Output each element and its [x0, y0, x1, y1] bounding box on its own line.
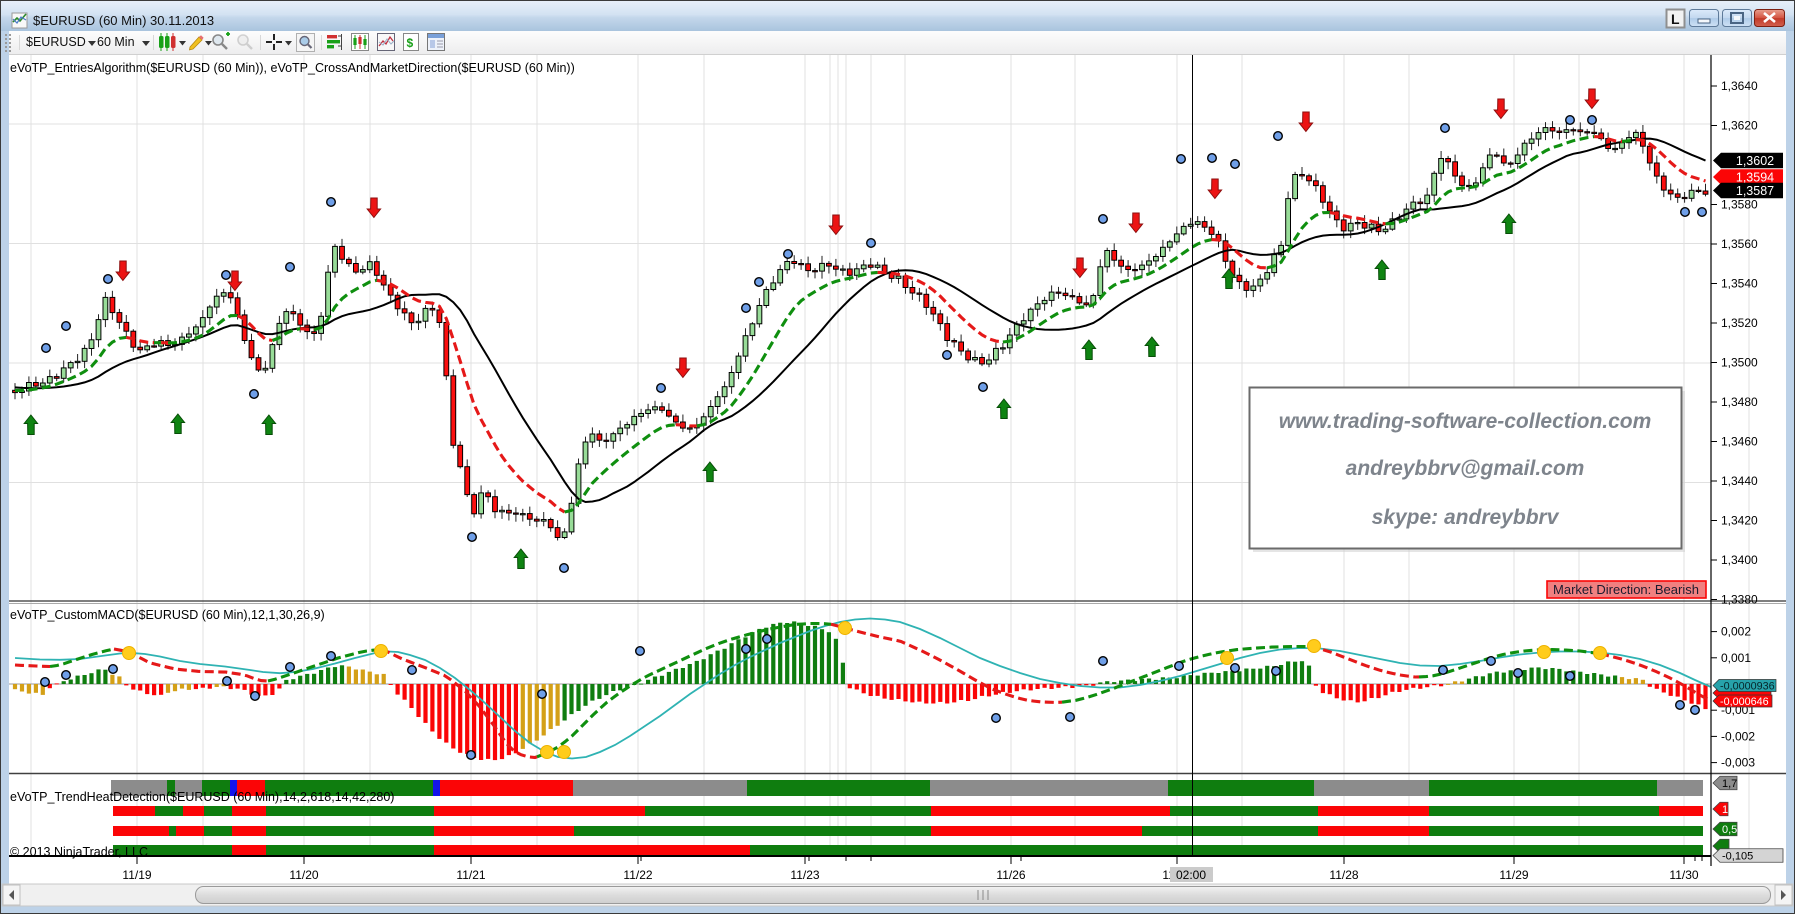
svg-text:11/21: 11/21 [456, 868, 485, 882]
svg-text:-0,002: -0,002 [1721, 729, 1755, 743]
svg-text:1,3620: 1,3620 [1721, 119, 1758, 133]
svg-text:andreybbrv@gmail.com: andreybbrv@gmail.com [1346, 457, 1585, 480]
svg-text:11/19: 11/19 [122, 868, 151, 882]
svg-text:1,3520: 1,3520 [1721, 316, 1758, 330]
svg-text:1,3602: 1,3602 [1736, 154, 1774, 168]
svg-text:1,3640: 1,3640 [1721, 79, 1758, 93]
svg-text:1,3480: 1,3480 [1721, 395, 1758, 409]
svg-text:11/20: 11/20 [289, 868, 318, 882]
svg-text:11/28: 11/28 [1329, 868, 1358, 882]
svg-text:0,001: 0,001 [1721, 651, 1751, 665]
svg-text:-0,105: -0,105 [1722, 851, 1753, 863]
svg-text:L: L [1671, 11, 1680, 27]
svg-text:11/30: 11/30 [1669, 868, 1698, 882]
svg-text:1,7: 1,7 [1722, 778, 1737, 790]
svg-text:1: 1 [1722, 804, 1728, 816]
svg-text:1,3540: 1,3540 [1721, 277, 1758, 291]
svg-text:eVoTP_TrendHeatDetection($EURU: eVoTP_TrendHeatDetection($EURUSD (60 Min… [10, 790, 394, 804]
svg-text:1,3500: 1,3500 [1721, 356, 1758, 370]
svg-text:0,002: 0,002 [1721, 625, 1751, 639]
svg-text:1,3400: 1,3400 [1721, 553, 1758, 567]
svg-text:1,3560: 1,3560 [1721, 237, 1758, 251]
svg-text:1,3587: 1,3587 [1736, 184, 1774, 198]
svg-text:eVoTP_CustomMACD($EURUSD (60 M: eVoTP_CustomMACD($EURUSD (60 Min),12,1,3… [10, 608, 325, 622]
svg-text:$EURUSD (60 Min) 30.11.2013: $EURUSD (60 Min) 30.11.2013 [33, 13, 214, 28]
svg-text:11/23: 11/23 [790, 868, 819, 882]
svg-text:© 2013 NinjaTrader, LLC: © 2013 NinjaTrader, LLC [10, 845, 148, 859]
svg-text:-0,003: -0,003 [1721, 756, 1755, 770]
svg-text:Market Direction: Bearish: Market Direction: Bearish [1553, 582, 1699, 597]
svg-text:1,3594: 1,3594 [1736, 171, 1774, 185]
svg-text:1,3440: 1,3440 [1721, 474, 1758, 488]
svg-text:11/29: 11/29 [1499, 868, 1528, 882]
svg-text:1,3460: 1,3460 [1721, 435, 1758, 449]
svg-text:1,3580: 1,3580 [1721, 198, 1758, 212]
svg-text:-0,000646: -0,000646 [1720, 696, 1769, 708]
svg-text:skype: andreybbrv: skype: andreybbrv [1372, 506, 1560, 529]
svg-text:-0,0000936: -0,0000936 [1720, 681, 1775, 693]
svg-text:1,3420: 1,3420 [1721, 514, 1758, 528]
svg-text:11/26: 11/26 [996, 868, 1025, 882]
svg-text:11/22: 11/22 [623, 868, 652, 882]
svg-text:1,3380: 1,3380 [1721, 593, 1758, 607]
svg-text:$: $ [407, 36, 414, 50]
svg-text:eVoTP_EntriesAlgorithm($EURUSD: eVoTP_EntriesAlgorithm($EURUSD (60 Min))… [10, 61, 575, 75]
svg-text:60 Min: 60 Min [97, 35, 135, 49]
svg-text:0,5: 0,5 [1722, 824, 1737, 836]
svg-text:www.trading-software-collectio: www.trading-software-collection.com [1279, 410, 1652, 433]
svg-text:$EURUSD: $EURUSD [26, 35, 86, 49]
svg-text:02:00: 02:00 [1176, 868, 1206, 882]
